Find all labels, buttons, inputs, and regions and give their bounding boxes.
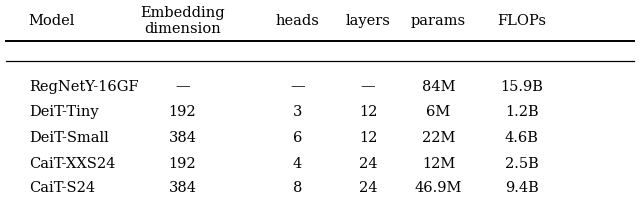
Text: —: — xyxy=(175,80,189,94)
Text: 24: 24 xyxy=(359,181,377,195)
Text: —: — xyxy=(291,80,305,94)
Text: 4.6B: 4.6B xyxy=(505,131,538,145)
Text: 24: 24 xyxy=(359,157,377,171)
Text: 1.2B: 1.2B xyxy=(505,105,538,119)
Text: DeiT-Tiny: DeiT-Tiny xyxy=(29,105,99,119)
Text: 6: 6 xyxy=(293,131,302,145)
Text: 12: 12 xyxy=(359,105,377,119)
Text: 4: 4 xyxy=(293,157,302,171)
Text: FLOPs: FLOPs xyxy=(497,14,546,28)
Text: 8: 8 xyxy=(293,181,302,195)
Text: 384: 384 xyxy=(168,181,196,195)
Text: 12M: 12M xyxy=(422,157,455,171)
Text: 15.9B: 15.9B xyxy=(500,80,543,94)
Text: 12: 12 xyxy=(359,131,377,145)
Text: 384: 384 xyxy=(168,131,196,145)
Text: Model: Model xyxy=(29,14,75,28)
Text: 192: 192 xyxy=(168,157,196,171)
Text: CaiT-XXS24: CaiT-XXS24 xyxy=(29,157,115,171)
Text: 2.5B: 2.5B xyxy=(505,157,538,171)
Text: Embedding
dimension: Embedding dimension xyxy=(140,6,225,36)
Text: 192: 192 xyxy=(168,105,196,119)
Text: CaiT-S24: CaiT-S24 xyxy=(29,181,95,195)
Text: 46.9M: 46.9M xyxy=(415,181,462,195)
Text: 22M: 22M xyxy=(422,131,455,145)
Text: 6M: 6M xyxy=(426,105,451,119)
Text: 3: 3 xyxy=(293,105,302,119)
Text: layers: layers xyxy=(346,14,390,28)
Text: 9.4B: 9.4B xyxy=(505,181,538,195)
Text: heads: heads xyxy=(276,14,319,28)
Text: params: params xyxy=(411,14,466,28)
Text: DeiT-Small: DeiT-Small xyxy=(29,131,109,145)
Text: RegNetY-16GF: RegNetY-16GF xyxy=(29,80,138,94)
Text: —: — xyxy=(361,80,375,94)
Text: 84M: 84M xyxy=(422,80,455,94)
